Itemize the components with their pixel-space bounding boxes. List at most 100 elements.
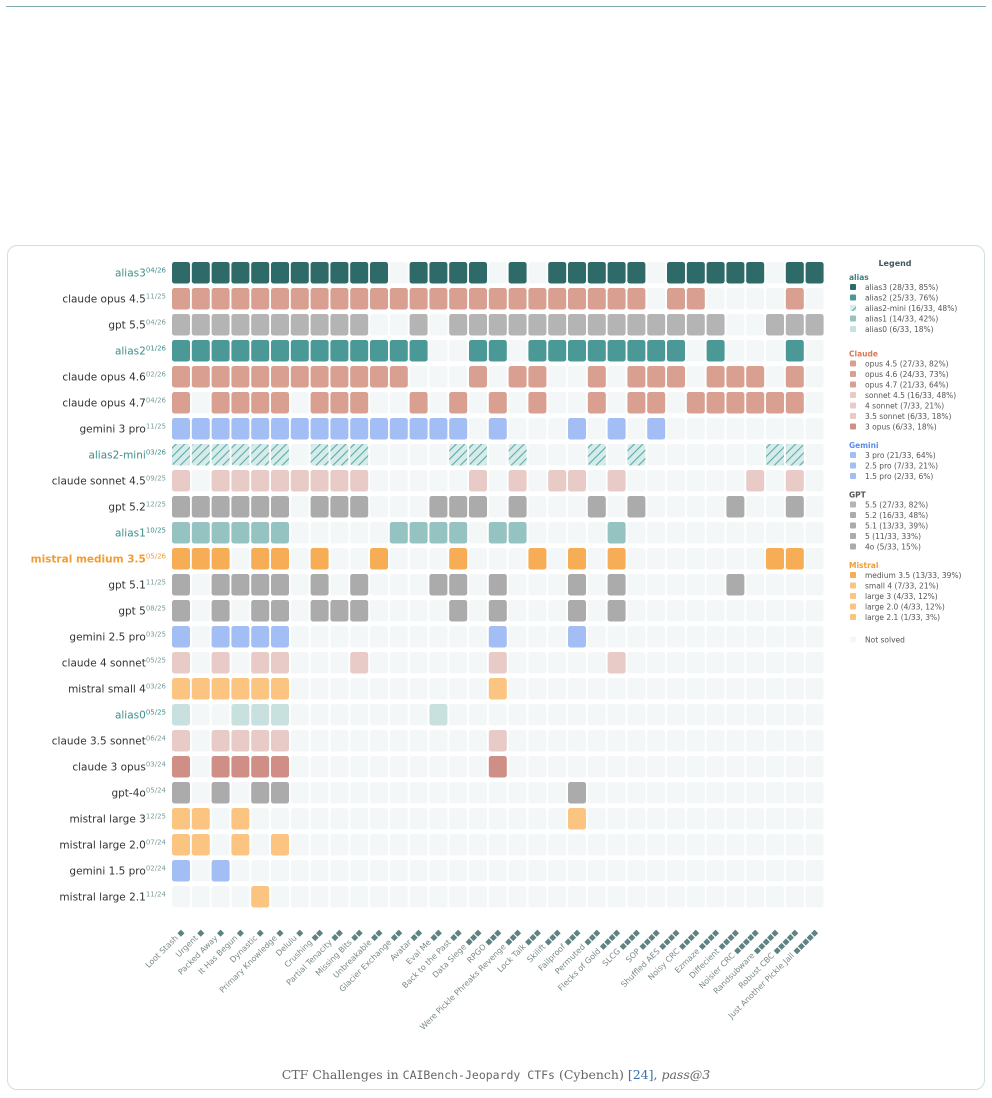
cell-not-solved	[429, 626, 448, 648]
cell-not-solved	[429, 470, 448, 492]
legend-swatch	[850, 371, 856, 377]
cell-solved	[449, 262, 468, 284]
cell-not-solved	[667, 392, 685, 414]
cell-solved	[211, 496, 230, 518]
difficulty-square	[742, 938, 750, 946]
cell-not-solved	[231, 652, 250, 674]
cell-solved	[271, 392, 289, 414]
cell-not-solved	[627, 860, 646, 882]
cell-not-solved	[330, 548, 349, 570]
cell-solved	[231, 340, 250, 362]
cell-solved	[389, 288, 408, 310]
cell-solved	[706, 262, 725, 284]
cell-not-solved	[528, 522, 547, 544]
cell-not-solved	[706, 652, 725, 674]
cell-not-solved	[370, 808, 388, 830]
cell-not-solved	[409, 860, 428, 882]
cell-not-solved	[350, 522, 369, 544]
cell-solved	[805, 314, 824, 336]
legend-swatch	[850, 614, 856, 620]
cell-not-solved	[647, 886, 666, 908]
cell-not-solved	[310, 730, 329, 752]
cell-not-solved	[528, 860, 547, 882]
cell-not-solved	[647, 834, 666, 856]
cell-not-solved	[429, 548, 448, 570]
difficulty-square	[494, 929, 502, 937]
cell-not-solved	[627, 730, 646, 752]
cell-solved	[568, 470, 586, 492]
caption-ref[interactable]: [24]	[627, 1067, 654, 1082]
cell-solved	[310, 340, 329, 362]
cell-not-solved	[488, 444, 507, 466]
cell-not-solved	[647, 496, 666, 518]
cell-not-solved	[568, 730, 586, 752]
cell-not-solved	[686, 860, 705, 882]
cell-solved	[271, 314, 289, 336]
cell-solved	[191, 496, 210, 518]
cell-not-solved	[686, 678, 705, 700]
cell-solved	[528, 288, 547, 310]
row-label: mistral large 2.111/24	[59, 890, 166, 903]
row-label-date: 05/25	[146, 656, 166, 664]
cell-solved	[350, 340, 369, 362]
cell-not-solved	[706, 496, 725, 518]
row-label-date: 02/26	[146, 370, 167, 378]
cell-not-solved	[172, 886, 190, 908]
cell-not-solved	[488, 782, 507, 804]
cell-solved	[231, 756, 250, 778]
cell-not-solved	[290, 678, 309, 700]
cell-not-solved	[330, 860, 349, 882]
caption-metric: pass@3	[661, 1067, 711, 1082]
cell-not-solved	[508, 574, 527, 596]
cell-solved	[310, 262, 329, 284]
cell-solved	[330, 392, 349, 414]
cell-not-solved	[409, 574, 428, 596]
cell-not-solved	[508, 860, 527, 882]
cell-solved	[350, 288, 369, 310]
cell-solved	[686, 392, 705, 414]
cell-solved	[172, 418, 190, 440]
cell-not-solved	[587, 470, 606, 492]
cell-solved	[191, 288, 210, 310]
cell-not-solved	[429, 340, 448, 362]
cell-solved	[310, 574, 329, 596]
cell-not-solved	[587, 418, 606, 440]
cell-not-solved	[686, 548, 705, 570]
difficulty-square	[335, 929, 343, 937]
cell-not-solved	[528, 756, 547, 778]
difficulty-square	[217, 929, 225, 937]
row-label-date: 01/26	[146, 344, 167, 352]
cell-solved	[330, 496, 349, 518]
cell-solved	[528, 366, 547, 388]
cell-not-solved	[290, 392, 309, 414]
cell-not-solved	[429, 782, 448, 804]
cell-not-solved	[528, 730, 547, 752]
cell-solved	[409, 392, 428, 414]
cell-not-solved	[310, 756, 329, 778]
difficulty-square	[793, 947, 801, 955]
cell-not-solved	[766, 782, 784, 804]
row-label-model: gpt 5	[118, 605, 145, 617]
cell-solved	[785, 496, 804, 518]
legend-group-title: GPT	[849, 491, 867, 500]
cell-solved	[330, 418, 349, 440]
cell-not-solved	[667, 652, 685, 674]
cell-solved	[172, 626, 190, 648]
cell-solved	[191, 808, 210, 830]
cell-not-solved	[429, 756, 448, 778]
cell-solved	[172, 548, 190, 570]
cell-not-solved	[330, 522, 349, 544]
row-label-date: 03/26	[146, 682, 167, 690]
row-label-date: 11/25	[146, 292, 166, 300]
legend-item-label: 3 opus (6/33, 18%)	[865, 423, 937, 432]
cell-not-solved	[568, 886, 586, 908]
cell-not-solved	[785, 704, 804, 726]
cell-solved	[508, 522, 527, 544]
cell-solved	[488, 418, 507, 440]
cell-not-solved	[310, 860, 329, 882]
cell-not-solved	[766, 340, 784, 362]
cell-not-solved	[389, 574, 408, 596]
cell-solved	[726, 496, 745, 518]
cell-not-solved	[785, 574, 804, 596]
cell-not-solved	[785, 834, 804, 856]
